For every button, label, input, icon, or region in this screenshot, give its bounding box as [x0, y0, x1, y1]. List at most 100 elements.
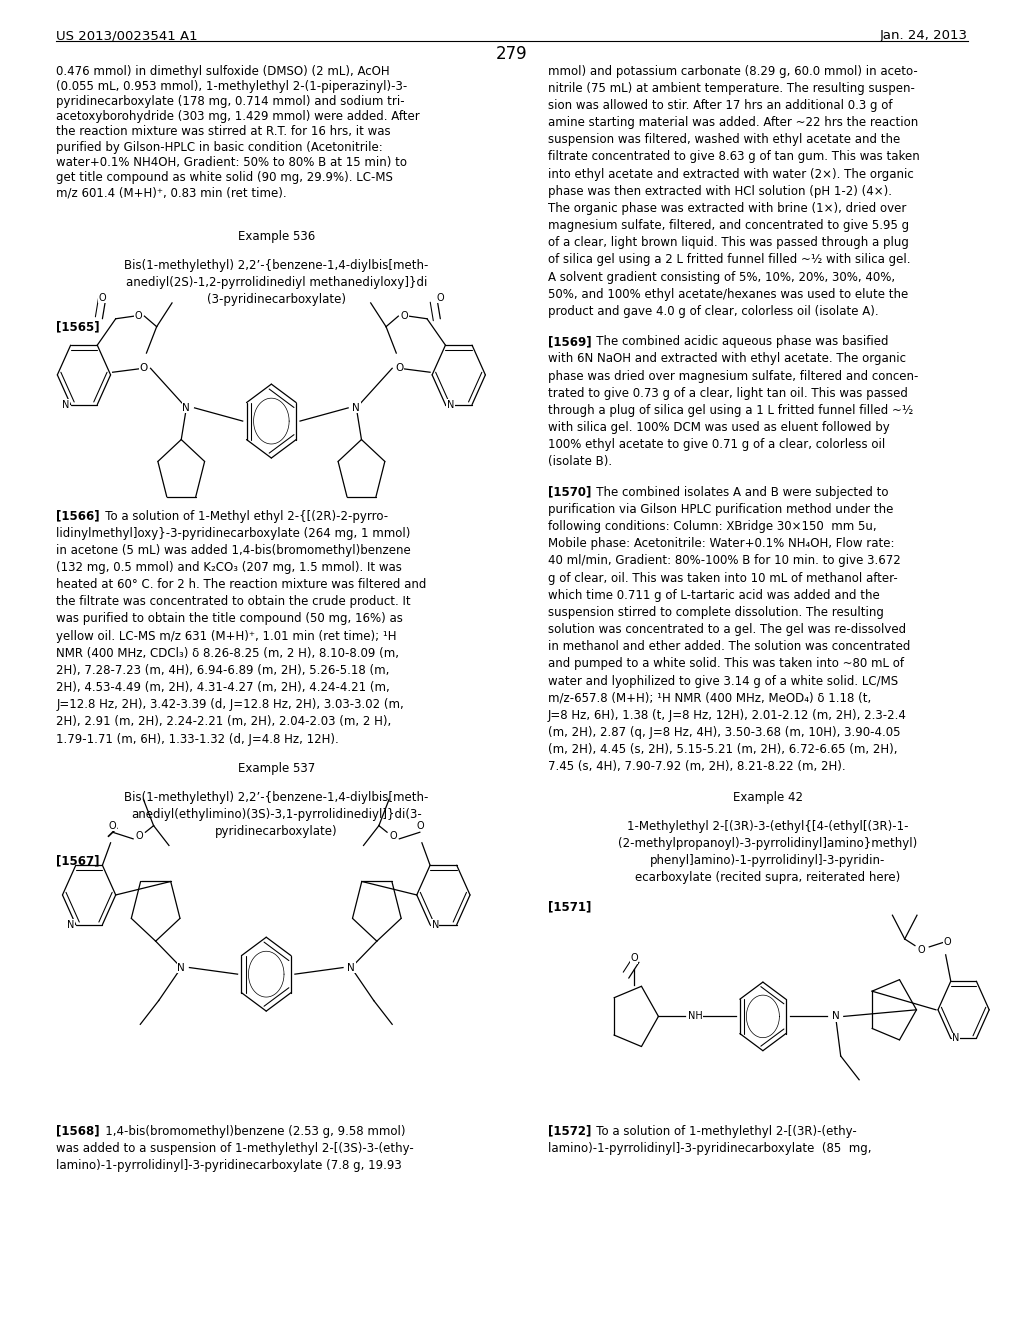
Text: (m, 2H), 4.45 (s, 2H), 5.15-5.21 (m, 2H), 6.72-6.65 (m, 2H),: (m, 2H), 4.45 (s, 2H), 5.15-5.21 (m, 2H)…: [548, 743, 897, 756]
Text: [1565]: [1565]: [56, 321, 100, 334]
Text: water+0.1% NH4OH, Gradient: 50% to 80% B at 15 min) to: water+0.1% NH4OH, Gradient: 50% to 80% B…: [56, 156, 408, 169]
Text: m/z 601.4 (M+H)⁺, 0.83 min (ret time).: m/z 601.4 (M+H)⁺, 0.83 min (ret time).: [56, 186, 287, 199]
Text: Jan. 24, 2013: Jan. 24, 2013: [880, 29, 968, 42]
Text: following conditions: Column: XBridge 30×150  mm 5u,: following conditions: Column: XBridge 30…: [548, 520, 877, 533]
Text: anediyl(ethylimino)(3S)-3,1-pyrrolidinediyl]}di(3-: anediyl(ethylimino)(3S)-3,1-pyrrolidined…: [131, 808, 422, 821]
Text: with silica gel. 100% DCM was used as eluent followed by: with silica gel. 100% DCM was used as el…: [548, 421, 890, 434]
Text: O: O: [630, 953, 638, 964]
Text: into ethyl acetate and extracted with water (2×). The organic: into ethyl acetate and extracted with wa…: [548, 168, 913, 181]
Text: heated at 60° C. for 2 h. The reaction mixture was filtered and: heated at 60° C. for 2 h. The reaction m…: [56, 578, 427, 591]
Text: in methanol and ether added. The solution was concentrated: in methanol and ether added. The solutio…: [548, 640, 910, 653]
Text: water and lyophilized to give 3.14 g of a white solid. LC/MS: water and lyophilized to give 3.14 g of …: [548, 675, 898, 688]
Text: nitrile (75 mL) at ambient temperature. The resulting suspen-: nitrile (75 mL) at ambient temperature. …: [548, 82, 914, 95]
Text: N: N: [347, 962, 355, 973]
Text: O: O: [135, 832, 143, 841]
Text: phase was then extracted with HCl solution (pH 1-2) (4×).: phase was then extracted with HCl soluti…: [548, 185, 892, 198]
Text: 1.79-1.71 (m, 6H), 1.33-1.32 (d, J=4.8 Hz, 12H).: 1.79-1.71 (m, 6H), 1.33-1.32 (d, J=4.8 H…: [56, 733, 339, 746]
Text: O: O: [400, 312, 409, 321]
Text: 2H), 4.53-4.49 (m, 2H), 4.31-4.27 (m, 2H), 4.24-4.21 (m,: 2H), 4.53-4.49 (m, 2H), 4.31-4.27 (m, 2H…: [56, 681, 390, 694]
Text: O: O: [134, 312, 142, 321]
Text: of silica gel using a 2 L fritted funnel filled ~½ with silica gel.: of silica gel using a 2 L fritted funnel…: [548, 253, 910, 267]
Text: N: N: [352, 403, 360, 413]
Text: get title compound as white solid (90 mg, 29.9%). LC-MS: get title compound as white solid (90 mg…: [56, 172, 393, 183]
Text: magnesium sulfate, filtered, and concentrated to give 5.95 g: magnesium sulfate, filtered, and concent…: [548, 219, 909, 232]
Text: [1571]: [1571]: [548, 900, 591, 913]
Text: J=8 Hz, 6H), 1.38 (t, J=8 Hz, 12H), 2.01-2.12 (m, 2H), 2.3-2.4: J=8 Hz, 6H), 1.38 (t, J=8 Hz, 12H), 2.01…: [548, 709, 906, 722]
Text: [1570]: [1570]: [548, 486, 591, 499]
Text: [1569]: [1569]: [548, 335, 592, 348]
Text: A solvent gradient consisting of 5%, 10%, 20%, 30%, 40%,: A solvent gradient consisting of 5%, 10%…: [548, 271, 895, 284]
Text: O: O: [395, 363, 403, 374]
Text: [1566]: [1566]: [56, 510, 100, 523]
Text: sion was allowed to stir. After 17 hrs an additional 0.3 g of: sion was allowed to stir. After 17 hrs a…: [548, 99, 892, 112]
Text: O: O: [389, 832, 397, 841]
Text: purified by Gilson-HPLC in basic condition (Acetonitrile:: purified by Gilson-HPLC in basic conditi…: [56, 141, 383, 153]
Text: (isolate B).: (isolate B).: [548, 455, 612, 469]
Text: which time 0.711 g of L-tartaric acid was added and the: which time 0.711 g of L-tartaric acid wa…: [548, 589, 880, 602]
Text: Mobile phase: Acetonitrile: Water+0.1% NH₄OH, Flow rate:: Mobile phase: Acetonitrile: Water+0.1% N…: [548, 537, 894, 550]
Text: lamino)-1-pyrrolidinyl]-3-pyridinecarboxylate (7.8 g, 19.93: lamino)-1-pyrrolidinyl]-3-pyridinecarbox…: [56, 1159, 402, 1172]
Text: was added to a suspension of 1-methylethyl 2-[(3S)-3-(ethy-: was added to a suspension of 1-methyleth…: [56, 1142, 414, 1155]
Text: ecarboxylate (recited supra, reiterated here): ecarboxylate (recited supra, reiterated …: [635, 871, 901, 884]
Text: (132 mg, 0.5 mmol) and K₂CO₃ (207 mg, 1.5 mmol). It was: (132 mg, 0.5 mmol) and K₂CO₃ (207 mg, 1.…: [56, 561, 402, 574]
Text: pyridinecarboxylate (178 mg, 0.714 mmol) and sodium tri-: pyridinecarboxylate (178 mg, 0.714 mmol)…: [56, 95, 404, 108]
Text: 279: 279: [497, 45, 527, 63]
Text: the filtrate was concentrated to obtain the crude product. It: the filtrate was concentrated to obtain …: [56, 595, 411, 609]
Text: was purified to obtain the title compound (50 mg, 16%) as: was purified to obtain the title compoun…: [56, 612, 403, 626]
Text: O: O: [918, 945, 925, 954]
Text: 40 ml/min, Gradient: 80%-100% B for 10 min. to give 3.672: 40 ml/min, Gradient: 80%-100% B for 10 m…: [548, 554, 900, 568]
Text: O: O: [944, 937, 951, 946]
Text: mmol) and potassium carbonate (8.29 g, 60.0 mmol) in aceto-: mmol) and potassium carbonate (8.29 g, 6…: [548, 65, 918, 78]
Text: (3-pyridinecarboxylate): (3-pyridinecarboxylate): [207, 293, 346, 306]
Text: pyridinecarboxylate): pyridinecarboxylate): [215, 825, 338, 838]
Text: NMR (400 MHz, CDCl₃) δ 8.26-8.25 (m, 2 H), 8.10-8.09 (m,: NMR (400 MHz, CDCl₃) δ 8.26-8.25 (m, 2 H…: [56, 647, 399, 660]
Text: product and gave 4.0 g of clear, colorless oil (isolate A).: product and gave 4.0 g of clear, colorle…: [548, 305, 879, 318]
Text: The combined isolates A and B were subjected to: The combined isolates A and B were subje…: [586, 486, 889, 499]
Text: O: O: [436, 293, 444, 302]
Text: O: O: [416, 821, 424, 830]
Text: N: N: [831, 1011, 840, 1022]
Text: (2-methylpropanoyl)-3-pyrrolidinyl]amino}methyl): (2-methylpropanoyl)-3-pyrrolidinyl]amino…: [618, 837, 918, 850]
Text: O: O: [139, 363, 147, 374]
Text: Bis(1-methylethyl) 2,2’-{benzene-1,4-diylbis[meth-: Bis(1-methylethyl) 2,2’-{benzene-1,4-diy…: [124, 259, 429, 272]
Text: of a clear, light brown liquid. This was passed through a plug: of a clear, light brown liquid. This was…: [548, 236, 908, 249]
Text: through a plug of silica gel using a 1 L fritted funnel filled ~½: through a plug of silica gel using a 1 L…: [548, 404, 913, 417]
Text: O: O: [109, 821, 117, 830]
Text: [1568]: [1568]: [56, 1125, 100, 1138]
Text: solution was concentrated to a gel. The gel was re-dissolved: solution was concentrated to a gel. The …: [548, 623, 906, 636]
Text: N: N: [61, 400, 70, 409]
Text: 2H), 7.28-7.23 (m, 4H), 6.94-6.89 (m, 2H), 5.26-5.18 (m,: 2H), 7.28-7.23 (m, 4H), 6.94-6.89 (m, 2H…: [56, 664, 390, 677]
Text: 1-Methylethyl 2-[(3R)-3-(ethyl{[4-(ethyl[(3R)-1-: 1-Methylethyl 2-[(3R)-3-(ethyl{[4-(ethyl…: [628, 820, 908, 833]
Text: Example 42: Example 42: [733, 791, 803, 804]
Text: and pumped to a white solid. This was taken into ~80 mL of: and pumped to a white solid. This was ta…: [548, 657, 904, 671]
Text: 0.476 mmol) in dimethyl sulfoxide (DMSO) (2 mL), AcOH: 0.476 mmol) in dimethyl sulfoxide (DMSO)…: [56, 65, 390, 78]
Text: [1567]: [1567]: [56, 854, 99, 867]
Text: (m, 2H), 2.87 (q, J=8 Hz, 4H), 3.50-3.68 (m, 10H), 3.90-4.05: (m, 2H), 2.87 (q, J=8 Hz, 4H), 3.50-3.68…: [548, 726, 900, 739]
Text: lidinylmethyl]oxy}-3-pyridinecarboxylate (264 mg, 1 mmol): lidinylmethyl]oxy}-3-pyridinecarboxylate…: [56, 527, 411, 540]
Text: [1572]: [1572]: [548, 1125, 591, 1138]
Text: N: N: [431, 920, 439, 929]
Text: filtrate concentrated to give 8.63 g of tan gum. This was taken: filtrate concentrated to give 8.63 g of …: [548, 150, 920, 164]
Text: with 6N NaOH and extracted with ethyl acetate. The organic: with 6N NaOH and extracted with ethyl ac…: [548, 352, 906, 366]
Text: N: N: [182, 403, 190, 413]
Text: amine starting material was added. After ~22 hrs the reaction: amine starting material was added. After…: [548, 116, 919, 129]
Text: acetoxyborohydride (303 mg, 1.429 mmol) were added. After: acetoxyborohydride (303 mg, 1.429 mmol) …: [56, 111, 420, 123]
Text: US 2013/0023541 A1: US 2013/0023541 A1: [56, 29, 198, 42]
Text: 50%, and 100% ethyl acetate/hexanes was used to elute the: 50%, and 100% ethyl acetate/hexanes was …: [548, 288, 908, 301]
Text: anediyl(2S)-1,2-pyrrolidinediyl methanediyloxy]}di: anediyl(2S)-1,2-pyrrolidinediyl methaned…: [126, 276, 427, 289]
Text: 7.45 (s, 4H), 7.90-7.92 (m, 2H), 8.21-8.22 (m, 2H).: 7.45 (s, 4H), 7.90-7.92 (m, 2H), 8.21-8.…: [548, 760, 846, 774]
Text: lamino)-1-pyrrolidinyl]-3-pyridinecarboxylate  (85  mg,: lamino)-1-pyrrolidinyl]-3-pyridinecarbox…: [548, 1142, 871, 1155]
Text: Example 537: Example 537: [238, 762, 315, 775]
Text: Example 536: Example 536: [238, 230, 315, 243]
Text: 100% ethyl acetate to give 0.71 g of a clear, colorless oil: 100% ethyl acetate to give 0.71 g of a c…: [548, 438, 885, 451]
Text: trated to give 0.73 g of a clear, light tan oil. This was passed: trated to give 0.73 g of a clear, light …: [548, 387, 907, 400]
Text: To a solution of 1-Methyl ethyl 2-{[(2R)-2-pyrro-: To a solution of 1-Methyl ethyl 2-{[(2R)…: [94, 510, 388, 523]
Text: O: O: [98, 293, 106, 302]
Text: phenyl]amino)-1-pyrrolidinyl]-3-pyridin-: phenyl]amino)-1-pyrrolidinyl]-3-pyridin-: [650, 854, 886, 867]
Text: the reaction mixture was stirred at R.T. for 16 hrs, it was: the reaction mixture was stirred at R.T.…: [56, 125, 391, 139]
Text: phase was dried over magnesium sulfate, filtered and concen-: phase was dried over magnesium sulfate, …: [548, 370, 919, 383]
Text: N: N: [446, 400, 455, 409]
Text: 2H), 2.91 (m, 2H), 2.24-2.21 (m, 2H), 2.04-2.03 (m, 2 H),: 2H), 2.91 (m, 2H), 2.24-2.21 (m, 2H), 2.…: [56, 715, 391, 729]
Text: yellow oil. LC-MS m/z 631 (M+H)⁺, 1.01 min (ret time); ¹H: yellow oil. LC-MS m/z 631 (M+H)⁺, 1.01 m…: [56, 630, 397, 643]
Text: N: N: [177, 962, 185, 973]
